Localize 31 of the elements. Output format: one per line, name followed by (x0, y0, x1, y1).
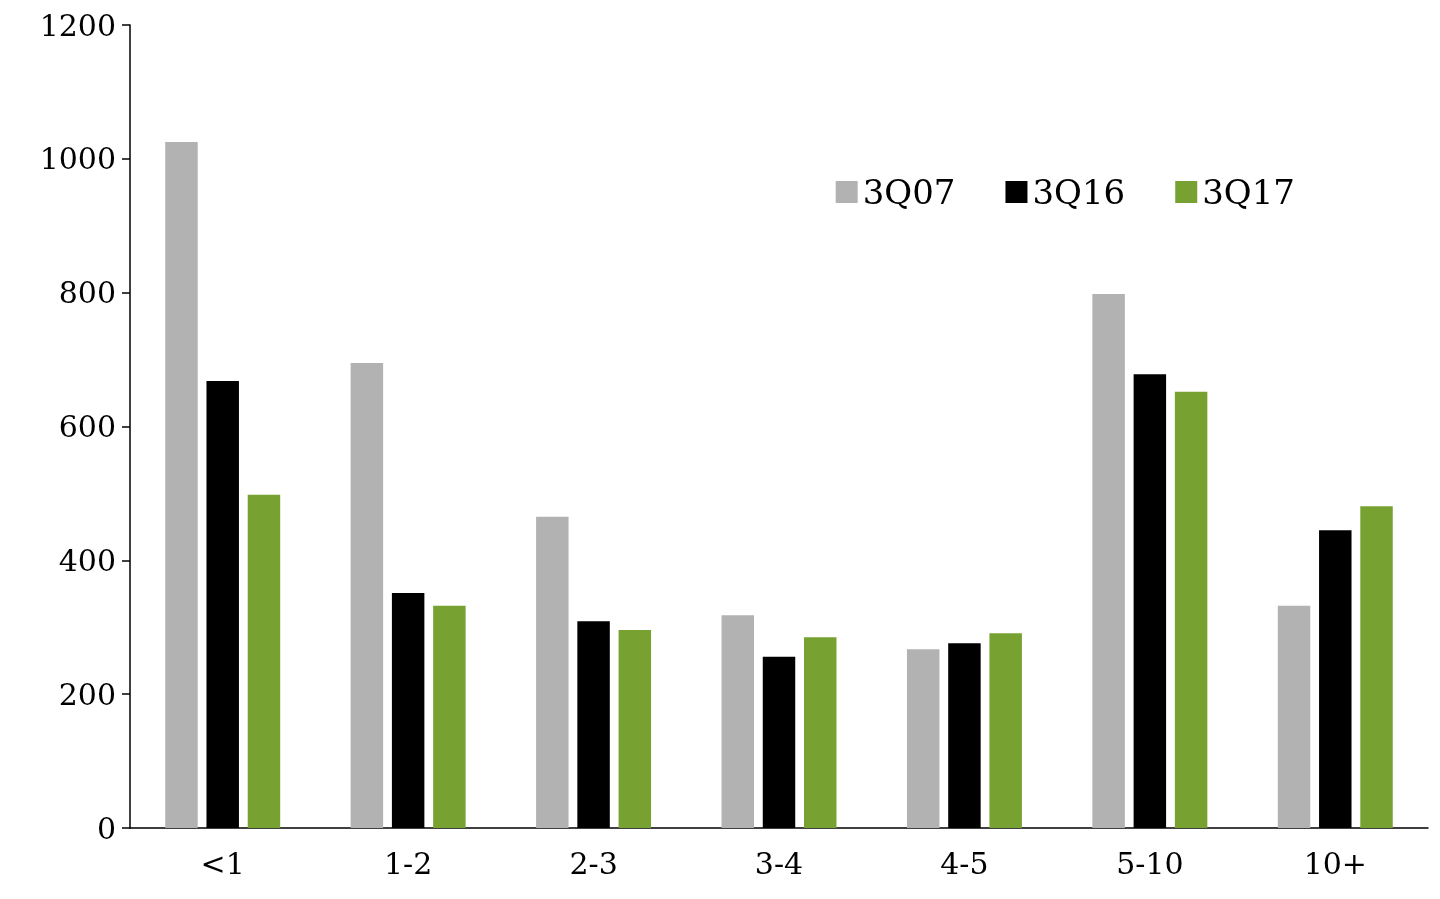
x-tick-label: 10+ (1303, 845, 1367, 881)
bar (906, 649, 940, 828)
y-tick-label: 200 (58, 676, 116, 712)
bar (1360, 506, 1393, 828)
x-tick-label: 2-3 (569, 845, 618, 881)
legend-label: 3Q07 (862, 172, 956, 212)
y-tick-label: 600 (58, 409, 116, 444)
x-tick-label: <1 (200, 845, 245, 881)
bar (618, 629, 652, 828)
bar (1277, 605, 1311, 828)
bar (165, 142, 198, 828)
bar (989, 633, 1022, 828)
bar (433, 605, 466, 828)
y-tick-label: 1200 (39, 7, 116, 43)
legend-label: 3Q17 (1202, 172, 1296, 212)
bar (721, 615, 754, 828)
legend-label: 3Q16 (1032, 172, 1126, 212)
bar (350, 362, 384, 828)
y-tick-label: 800 (58, 275, 116, 311)
x-tick-label: 4-5 (940, 845, 989, 881)
bar (1092, 294, 1125, 828)
y-tick-label: 0 (96, 810, 116, 846)
y-tick-label: 400 (58, 542, 116, 578)
bar (247, 494, 281, 828)
bar (536, 516, 569, 828)
x-tick-label: 5-10 (1116, 845, 1184, 881)
bar (804, 637, 837, 828)
y-tick-label: 1000 (39, 141, 116, 177)
x-tick-label: 3-4 (754, 845, 804, 881)
bar (1174, 391, 1208, 828)
x-tick-label: 1-2 (383, 845, 433, 881)
